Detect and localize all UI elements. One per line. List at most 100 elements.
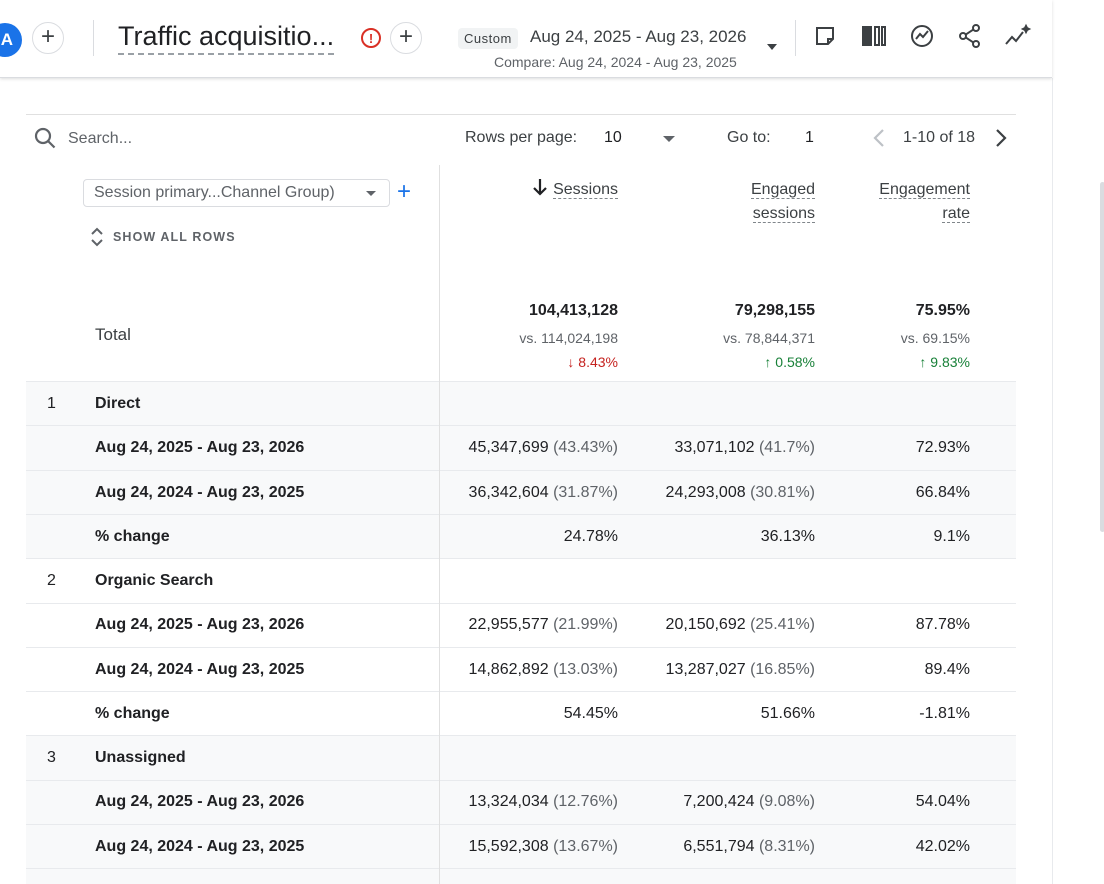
channel-name: Unassigned [95, 749, 186, 766]
date-preset-chip[interactable]: Custom [458, 28, 518, 49]
search-icon[interactable] [33, 126, 57, 155]
chevron-right-icon[interactable] [990, 126, 1012, 150]
chevron-down-icon[interactable] [767, 44, 777, 50]
add-icon[interactable]: + [32, 22, 64, 54]
sessions-share: (31.87%) [553, 484, 618, 501]
sessions-change: 54.45% [563, 705, 618, 722]
compare-columns-icon[interactable] [860, 22, 888, 50]
total-sessions-compare: vs. 114,024,198 [519, 330, 618, 346]
column-header-sessions[interactable]: Sessions [533, 178, 618, 202]
engaged-change: 51.66% [760, 705, 815, 722]
insights-icon[interactable] [908, 22, 936, 50]
rows-per-page-select[interactable]: 10 [604, 129, 622, 146]
total-engaged-change: ↑ 0.58% [764, 354, 815, 370]
right-rail [1052, 78, 1104, 884]
column-header-engaged-sessions[interactable]: Engaged sessions [750, 178, 815, 226]
notes-icon[interactable] [811, 22, 839, 50]
chevron-down-icon[interactable] [663, 136, 675, 142]
sessions-share: (13.67%) [553, 838, 618, 855]
dimension-select[interactable]: Session primary...Channel Group) [83, 179, 390, 207]
rate-value: 89.4% [924, 661, 970, 678]
compare-range[interactable]: Compare: Aug 24, 2024 - Aug 23, 2025 [494, 54, 737, 70]
chevron-down-icon [366, 191, 376, 196]
expand-icon [91, 227, 103, 247]
period-label: Aug 24, 2024 - Aug 23, 2025 [95, 838, 305, 855]
table-row[interactable]: Aug 24, 2025 - Aug 23, 2026 22,955,577 (… [26, 603, 1016, 647]
alert-icon[interactable]: ! [352, 22, 390, 54]
total-sessions-change: ↓ 8.43% [567, 354, 618, 370]
account-avatar[interactable]: A [0, 23, 22, 57]
ai-sparkle-icon[interactable] [1004, 22, 1032, 50]
period-label: Aug 24, 2024 - Aug 23, 2025 [95, 484, 305, 501]
sessions-value: 13,324,034 [468, 793, 549, 810]
column-header-label: sessions [752, 205, 815, 223]
column-header-label: Engagement [879, 181, 970, 199]
sessions-share: (21.99%) [553, 616, 618, 633]
column-header-engagement-rate[interactable]: Engagement rate [879, 178, 970, 226]
scrollbar[interactable] [1100, 182, 1104, 532]
sessions-value: 36,342,604 [468, 484, 549, 501]
rate-value: 72.93% [915, 439, 970, 456]
total-engaged-compare: vs. 78,844,371 [723, 330, 815, 346]
row-index: 3 [47, 749, 56, 766]
column-header-label: Engaged [750, 181, 815, 199]
goto-input[interactable]: 1 [805, 129, 814, 146]
table-row[interactable] [26, 868, 1016, 884]
date-range[interactable]: Aug 24, 2025 - Aug 23, 2026 [530, 27, 747, 46]
share-icon[interactable] [956, 22, 984, 50]
table-row-group[interactable]: 2 Organic Search [26, 558, 1016, 603]
channel-name: Organic Search [95, 572, 214, 589]
table-row[interactable]: Aug 24, 2024 - Aug 23, 2025 14,862,892 (… [26, 647, 1016, 691]
engaged-value: 7,200,424 [683, 793, 755, 810]
sessions-value: 22,955,577 [468, 616, 549, 633]
period-label: Aug 24, 2024 - Aug 23, 2025 [95, 661, 305, 678]
change-label: % change [95, 705, 170, 722]
engaged-share: (16.85%) [750, 661, 815, 678]
rate-value: 66.84% [915, 484, 970, 501]
engaged-value: 24,293,008 [665, 484, 746, 501]
rows-per-page-label: Rows per page: [465, 129, 578, 146]
column-header-label: rate [942, 205, 970, 223]
goto-label: Go to: [727, 129, 771, 146]
dimension-select-value: Session primary...Channel Group) [94, 184, 335, 201]
total-sessions: 104,413,128 [529, 302, 618, 319]
report-header: A + Traffic acquisitio... ! + Custom Aug… [0, 0, 1052, 78]
table-row[interactable]: Aug 24, 2024 - Aug 23, 2025 15,592,308 (… [26, 824, 1016, 868]
table-row[interactable]: Aug 24, 2025 - Aug 23, 2026 45,347,699 (… [26, 425, 1016, 470]
engaged-value: 20,150,692 [665, 616, 746, 633]
sort-descending-icon [533, 179, 547, 196]
table-row[interactable]: Aug 24, 2024 - Aug 23, 2025 36,342,604 (… [26, 470, 1016, 514]
table-row-group[interactable]: 3 Unassigned [26, 735, 1016, 780]
divider [26, 114, 1016, 115]
chevron-left-icon[interactable] [868, 126, 890, 150]
change-label: % change [95, 528, 170, 545]
report-title[interactable]: Traffic acquisitio... [118, 20, 335, 55]
table-row[interactable]: Aug 24, 2025 - Aug 23, 2026 13,324,034 (… [26, 780, 1016, 824]
show-all-rows-button[interactable]: SHOW ALL ROWS [90, 227, 236, 247]
engaged-share: (9.08%) [758, 793, 815, 810]
add-dimension-icon[interactable]: + [397, 178, 412, 205]
channel-name: Direct [95, 395, 141, 412]
engaged-value: 13,287,027 [665, 661, 746, 678]
total-engaged-sessions: 79,298,155 [734, 302, 815, 319]
engaged-share: (8.31%) [758, 838, 815, 855]
sessions-value: 15,592,308 [468, 838, 549, 855]
report-table-area: Rows per page: 10 Go to: 1 1-10 of 18 Se… [0, 79, 1052, 884]
column-divider [439, 165, 440, 884]
add-comparison-icon[interactable]: + [390, 22, 422, 54]
rate-change: -1.81% [919, 705, 970, 722]
total-rate-compare: vs. 69.15% [900, 330, 970, 346]
row-index: 1 [47, 395, 56, 412]
rate-value: 87.78% [915, 616, 970, 633]
engaged-value: 33,071,102 [674, 439, 755, 456]
engaged-share: (41.7%) [758, 439, 815, 456]
table-row[interactable]: % change 54.45% 51.66% -1.81% [26, 691, 1016, 735]
search-input[interactable] [68, 128, 268, 150]
table-row-group[interactable]: 1 Direct [26, 381, 1016, 425]
row-index: 2 [47, 572, 56, 589]
table-row[interactable]: % change 24.78% 36.13% 9.1% [26, 514, 1016, 558]
totals-label: Total [95, 325, 131, 344]
engaged-share: (30.81%) [750, 484, 815, 501]
show-all-rows-label: SHOW ALL ROWS [113, 230, 236, 244]
column-header-label: Sessions [553, 181, 618, 199]
